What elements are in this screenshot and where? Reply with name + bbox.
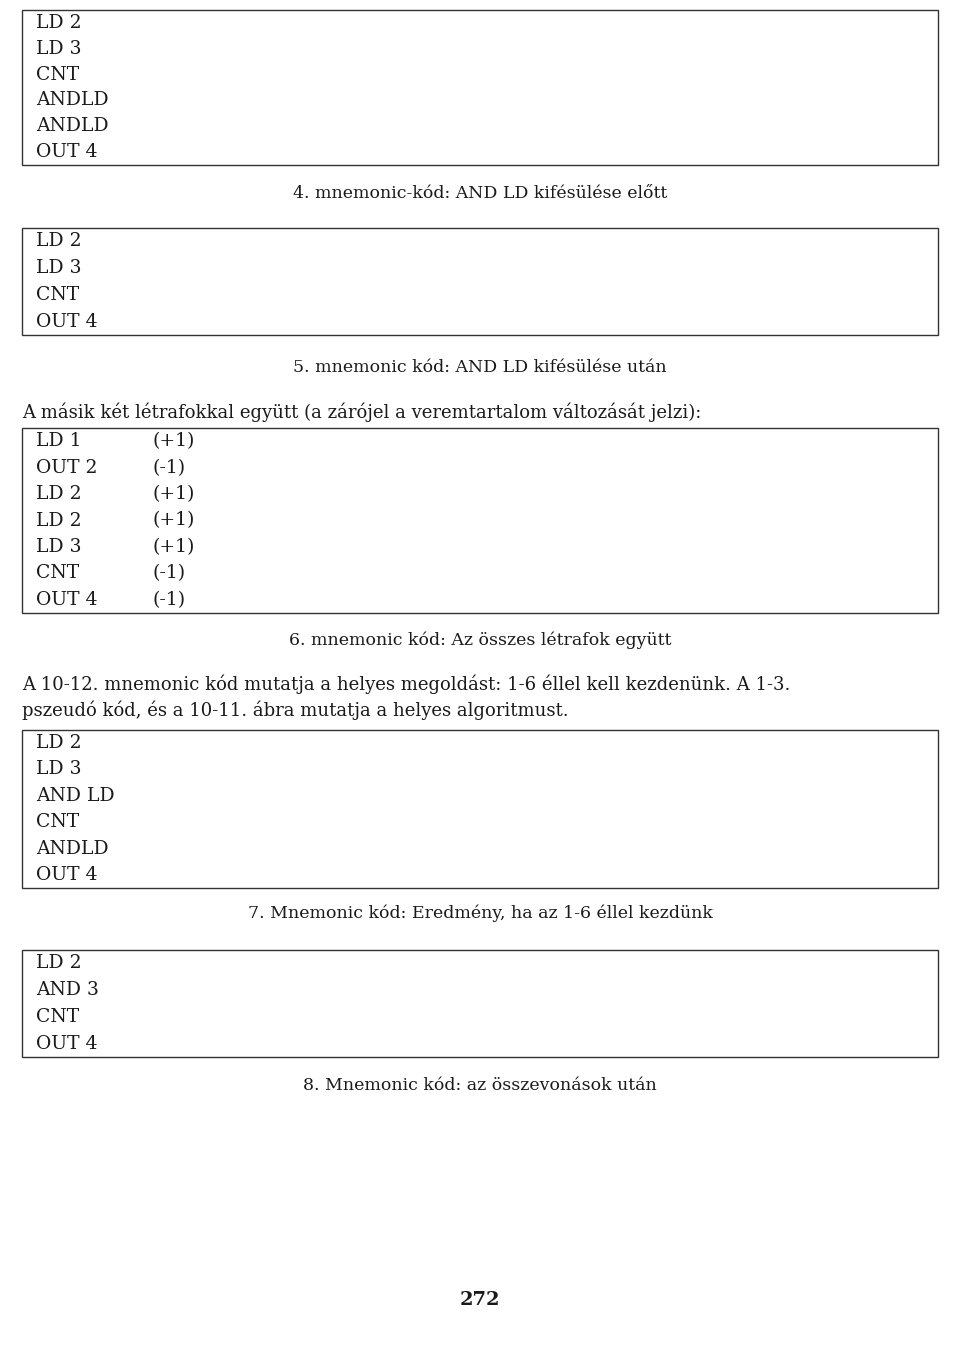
Text: 272: 272 bbox=[460, 1291, 500, 1310]
Text: LD 2: LD 2 bbox=[36, 954, 82, 972]
Text: CNT: CNT bbox=[36, 286, 79, 304]
Text: pszeudó kód, és a 10-11. ábra mutatja a helyes algoritmust.: pszeudó kód, és a 10-11. ábra mutatja a … bbox=[22, 701, 568, 720]
Bar bbox=[22, 428, 938, 613]
Text: OUT 4: OUT 4 bbox=[36, 1034, 98, 1053]
Text: LD 2: LD 2 bbox=[36, 734, 82, 752]
Text: OUT 4: OUT 4 bbox=[36, 143, 98, 161]
Text: LD 2: LD 2 bbox=[36, 485, 82, 504]
Text: 7. Mnemonic kód: Eredmény, ha az 1-6 éllel kezdünk: 7. Mnemonic kód: Eredmény, ha az 1-6 éll… bbox=[248, 904, 712, 922]
Text: LD 3: LD 3 bbox=[36, 259, 82, 277]
Text: (-1): (-1) bbox=[152, 564, 185, 582]
Bar bbox=[22, 9, 938, 165]
Text: (+1): (+1) bbox=[152, 512, 194, 529]
Text: CNT: CNT bbox=[36, 66, 79, 84]
Text: AND 3: AND 3 bbox=[36, 981, 99, 999]
Text: A 10-12. mnemonic kód mutatja a helyes megoldást: 1-6 éllel kell kezdenünk. A 1-: A 10-12. mnemonic kód mutatja a helyes m… bbox=[22, 675, 790, 694]
Text: OUT 2: OUT 2 bbox=[36, 459, 98, 477]
Text: ANDLD: ANDLD bbox=[36, 92, 108, 109]
Text: OUT 4: OUT 4 bbox=[36, 313, 98, 331]
Bar bbox=[22, 950, 938, 1057]
Text: (+1): (+1) bbox=[152, 485, 194, 504]
Text: LD 2: LD 2 bbox=[36, 232, 82, 250]
Text: 6. mnemonic kód: Az összes létrafok együtt: 6. mnemonic kód: Az összes létrafok együ… bbox=[289, 632, 671, 649]
Text: 4. mnemonic-kód: AND LD kifésülése előtt: 4. mnemonic-kód: AND LD kifésülése előtt bbox=[293, 185, 667, 201]
Text: CNT: CNT bbox=[36, 813, 79, 832]
Text: (-1): (-1) bbox=[152, 591, 185, 609]
Text: LD 3: LD 3 bbox=[36, 760, 82, 779]
Text: (+1): (+1) bbox=[152, 432, 194, 450]
Text: (-1): (-1) bbox=[152, 459, 185, 477]
Text: LD 3: LD 3 bbox=[36, 39, 82, 58]
Text: ANDLD: ANDLD bbox=[36, 117, 108, 135]
Text: 8. Mnemonic kód: az összevonások után: 8. Mnemonic kód: az összevonások után bbox=[303, 1076, 657, 1094]
Bar bbox=[22, 228, 938, 335]
Text: OUT 4: OUT 4 bbox=[36, 591, 98, 609]
Text: CNT: CNT bbox=[36, 564, 79, 582]
Text: LD 3: LD 3 bbox=[36, 537, 82, 556]
Text: OUT 4: OUT 4 bbox=[36, 865, 98, 884]
Bar bbox=[22, 730, 938, 888]
Text: 5. mnemonic kód: AND LD kifésülése után: 5. mnemonic kód: AND LD kifésülése után bbox=[293, 359, 667, 375]
Text: LD 1: LD 1 bbox=[36, 432, 82, 450]
Text: A másik két létrafokkal együtt (a zárójel a veremtartalom változását jelzi):: A másik két létrafokkal együtt (a záróje… bbox=[22, 402, 702, 421]
Text: ANDLD: ANDLD bbox=[36, 840, 108, 857]
Text: LD 2: LD 2 bbox=[36, 512, 82, 529]
Text: CNT: CNT bbox=[36, 1008, 79, 1026]
Text: LD 2: LD 2 bbox=[36, 14, 82, 32]
Text: (+1): (+1) bbox=[152, 537, 194, 556]
Text: AND LD: AND LD bbox=[36, 787, 114, 805]
